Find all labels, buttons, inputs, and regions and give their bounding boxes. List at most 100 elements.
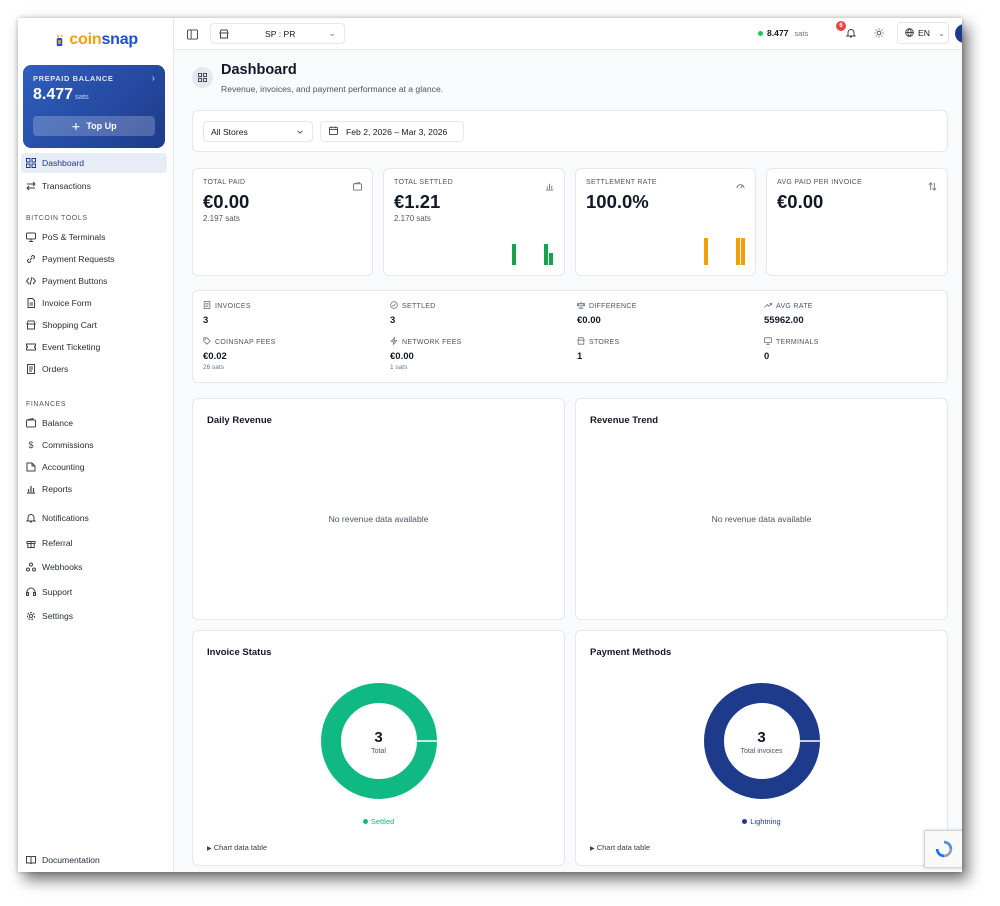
chevron-right-icon[interactable]: ›	[151, 73, 155, 84]
chart-data-table-toggle[interactable]: ▶ Chart data table	[590, 843, 651, 852]
top-up-button[interactable]: ＋ Top Up	[33, 116, 155, 136]
arrows-icon	[26, 181, 36, 191]
kpi-card-avg-paid: AVG PAID PER INVOICE €0.00	[766, 168, 948, 276]
theme-toggle-sun-icon[interactable]	[873, 27, 885, 39]
store-selector-value: SP : PR	[265, 28, 296, 39]
triangle-right-icon: ▶	[590, 846, 595, 852]
payment-methods-panel: Payment Methods 3 Total invoices Lightni…	[575, 630, 948, 866]
language-value: EN	[918, 28, 930, 38]
invoice-status-panel: Invoice Status 3 Total Settled ▶ Chart d…	[192, 630, 565, 866]
sidebar-item-invoice-form[interactable]: Invoice Form	[21, 293, 167, 313]
ticket-icon	[26, 342, 36, 352]
legend-label: Settled	[370, 817, 395, 826]
chart-legend: Settled	[193, 817, 564, 826]
donut-chart	[320, 683, 437, 799]
sidebar-footer-nav: Documentation	[21, 850, 167, 872]
language-selector[interactable]: EN ⌄	[897, 22, 949, 44]
sidebar-item-notifications[interactable]: Notifications	[21, 508, 167, 528]
sidebar-item-orders[interactable]: Orders	[21, 359, 167, 379]
sidebar-item-settings[interactable]: Settings	[21, 606, 167, 626]
invoice-status-donut	[193, 683, 564, 799]
notification-badge: 6	[836, 21, 846, 31]
panel-title: Invoice Status	[207, 647, 272, 658]
bar-chart-icon	[545, 178, 554, 196]
kpi-sub: 2.170 sats	[394, 214, 431, 223]
kpi-card-total-paid: TOTAL PAID €0.00 2.197 sats	[192, 168, 373, 276]
sidebar-item-reports[interactable]: Reports	[21, 479, 167, 499]
sparkline-bar	[544, 244, 548, 265]
sidebar-toggle-icon[interactable]	[186, 28, 198, 40]
panel-title: Payment Methods	[590, 647, 672, 658]
sidebar-item-webhooks[interactable]: Webhooks	[21, 557, 167, 577]
empty-state-message: No revenue data available	[711, 514, 812, 524]
sidebar-item-payment-requests[interactable]: Payment Requests	[21, 249, 167, 269]
donut-center: 3 Total invoices	[576, 729, 947, 755]
store-filter-select[interactable]: All Stores	[203, 121, 313, 142]
sidebar-item-balance[interactable]: Balance	[21, 413, 167, 433]
sidebar-bitcoin-nav: PoS & Terminals Payment Requests Payment…	[21, 227, 167, 381]
sort-icon	[928, 178, 937, 196]
kpi-value: €0.00	[203, 191, 250, 212]
sidebar-item-commissions[interactable]: $ Commissions	[21, 435, 167, 455]
stat-terminals: TERMINALS 0	[764, 337, 819, 362]
sidebar-item-dashboard[interactable]: Dashboard	[21, 153, 167, 173]
sidebar-item-documentation[interactable]: Documentation	[21, 850, 167, 870]
sparkline-bar	[704, 238, 708, 265]
book-icon	[26, 855, 36, 865]
date-range-picker[interactable]: Feb 2, 2026 – Mar 3, 2026	[320, 121, 464, 142]
sparkline-bars	[704, 238, 745, 265]
daily-revenue-panel: Daily Revenue No revenue data available	[192, 398, 565, 620]
legend-dot	[742, 819, 748, 824]
store-selector[interactable]: SP : PR ⌄	[210, 23, 345, 44]
chart-data-table-toggle[interactable]: ▶ Chart data table	[207, 843, 268, 852]
stats-grid: INVOICES 3 SETTLED 3 DIFFERENCE €0.00 AV…	[192, 290, 948, 383]
store-icon	[219, 29, 229, 41]
kpi-value: €1.21	[394, 191, 441, 212]
chevron-down-icon: ⌄	[328, 28, 336, 38]
monitor-icon	[764, 337, 772, 347]
invoice-icon	[203, 301, 211, 311]
kpi-sub: 2.197 sats	[203, 214, 240, 223]
avatar[interactable]: S	[955, 24, 962, 43]
donut-center-value: 3	[757, 729, 766, 746]
recaptcha-icon	[935, 840, 952, 858]
stat-stores: STORES 1	[577, 337, 620, 362]
code-icon	[26, 276, 36, 286]
headset-icon	[26, 587, 36, 597]
payment-methods-donut	[576, 683, 947, 799]
sidebar-heading-bitcoin-tools: BITCOIN TOOLS	[26, 215, 88, 222]
kpi-value: 100.0%	[586, 191, 649, 212]
gear-icon	[26, 611, 36, 621]
ledger-icon	[26, 462, 36, 472]
sidebar-item-support[interactable]: Support	[21, 582, 167, 602]
sidebar-item-accounting[interactable]: Accounting	[21, 457, 167, 477]
kpi-card-settlement-rate: SETTLEMENT RATE 100.0%	[575, 168, 756, 276]
sidebar-item-transactions[interactable]: Transactions	[21, 176, 167, 196]
sparkline-bar	[512, 244, 516, 265]
dashboard-icon	[192, 67, 213, 88]
coinsnap-logo[interactable]: coinsnap	[54, 26, 138, 54]
legend-dot	[362, 819, 368, 824]
kpi-card-total-settled: TOTAL SETTLED €1.21 2.170 sats	[383, 168, 565, 276]
file-icon	[26, 298, 36, 308]
link-icon	[26, 254, 36, 264]
sidebar-item-shopping-cart[interactable]: Shopping Cart	[21, 315, 167, 335]
sidebar-item-referral[interactable]: Referral	[21, 533, 167, 553]
webhook-icon	[26, 562, 36, 572]
bell-icon[interactable]	[845, 27, 857, 39]
bell-icon	[26, 513, 36, 523]
sidebar-item-payment-buttons[interactable]: Payment Buttons	[21, 271, 167, 291]
calendar-icon	[329, 126, 338, 137]
recaptcha-badge[interactable]	[924, 830, 962, 868]
sidebar-item-pos-terminals[interactable]: PoS & Terminals	[21, 227, 167, 247]
receipt-icon	[26, 364, 36, 374]
sats-balance: 8.477 sats	[758, 28, 808, 38]
dollar-icon: $	[28, 440, 34, 450]
stat-settled: SETTLED 3	[390, 301, 436, 326]
panel-title: Revenue Trend	[590, 415, 659, 426]
kpi-value: €0.00	[777, 191, 824, 212]
prepaid-balance-card[interactable]: PREPAID BALANCE › 8.477 sats ＋ Top Up	[23, 65, 165, 148]
page-subtitle: Revenue, invoices, and payment performan…	[221, 84, 444, 94]
sidebar-item-event-ticketing[interactable]: Event Ticketing	[21, 337, 167, 357]
